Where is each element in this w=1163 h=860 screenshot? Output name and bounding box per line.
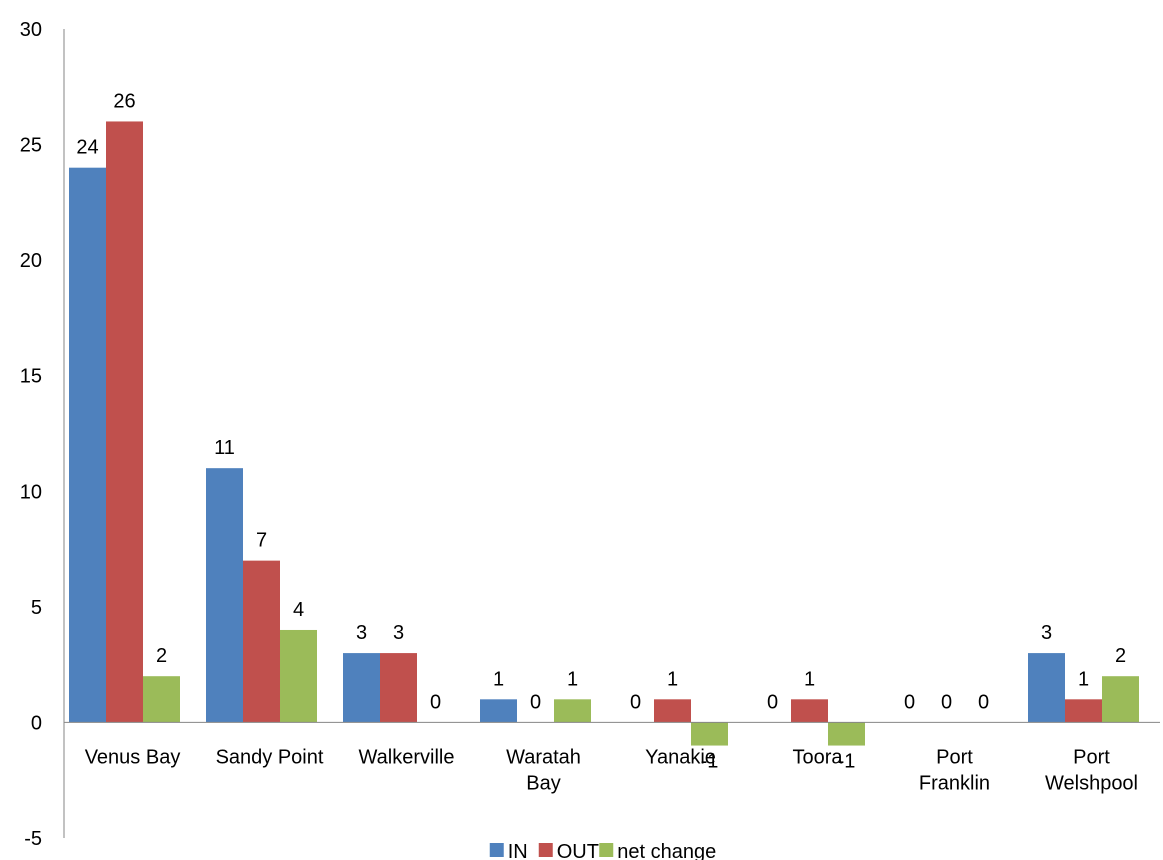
y-tick-label: 15 [20, 366, 42, 388]
bar-net-change [1102, 676, 1139, 723]
bar-net-change [554, 699, 591, 723]
legend-label: IN [508, 841, 528, 860]
y-axis-ticks: 30 25 20 15 10 5 0 -5 [20, 19, 42, 850]
legend-swatch [538, 843, 553, 857]
data-label: 7 [256, 530, 267, 552]
legend: IN OUT net change [489, 841, 716, 860]
x-category-label: Port [1073, 746, 1110, 768]
y-tick-label: 10 [20, 481, 42, 503]
data-label: -1 [701, 751, 719, 773]
y-tick-label: 0 [31, 712, 42, 734]
legend-swatch [489, 843, 504, 857]
y-tick-label: -5 [24, 828, 42, 850]
legend-label: OUT [557, 841, 599, 860]
x-category-label: Venus Bay [85, 746, 181, 768]
bar-net-change [691, 722, 728, 746]
x-category-label: Port [936, 746, 973, 768]
data-label: 1 [567, 668, 578, 690]
data-label: 2 [156, 645, 167, 667]
bar-out [106, 121, 143, 723]
data-label: 0 [430, 691, 441, 713]
data-label: 1 [667, 668, 678, 690]
data-label: 0 [941, 691, 952, 713]
data-label: 3 [1041, 622, 1052, 644]
y-tick-label: 25 [20, 135, 42, 157]
bar-net-change [828, 722, 865, 746]
data-label: 1 [493, 668, 504, 690]
data-label: 24 [76, 137, 98, 159]
bar-in [480, 699, 517, 723]
x-category-label: Yanakie [645, 746, 716, 768]
x-category-label: Walkerville [359, 746, 455, 768]
bar-in [69, 167, 106, 723]
x-category-label: Franklin [919, 772, 990, 794]
bar-out [1065, 699, 1102, 723]
data-label: 2 [1115, 645, 1126, 667]
data-label: 1 [1078, 668, 1089, 690]
data-label: 11 [214, 437, 235, 459]
y-tick-label: 5 [31, 597, 42, 619]
category-labels: Venus Bay Sandy Point Walkerville Waratah Ba… [85, 746, 1138, 794]
data-label: -1 [838, 751, 856, 773]
bar-in [343, 653, 380, 723]
bar-net-change [143, 676, 180, 723]
bar-out [243, 560, 280, 723]
data-label: 3 [356, 622, 367, 644]
y-tick-label: 30 [20, 19, 42, 41]
y-tick-label: 20 [20, 250, 42, 272]
data-label: 26 [113, 90, 135, 112]
bar-out [380, 653, 417, 723]
bar-net-change [280, 629, 317, 723]
bar-out [791, 699, 828, 723]
x-category-label: Bay [526, 772, 560, 794]
data-label: 1 [804, 668, 815, 690]
legend-swatch [599, 843, 614, 857]
data-label: 0 [904, 691, 915, 713]
x-category-label: Waratah [506, 746, 581, 768]
bar-in [206, 468, 243, 723]
x-category-label: Toora [792, 746, 843, 768]
x-category-label: Welshpool [1045, 772, 1138, 794]
legend-label: net change [617, 841, 716, 860]
data-label: 0 [978, 691, 989, 713]
data-label: 3 [393, 622, 404, 644]
bar-out [654, 699, 691, 723]
data-label: 0 [530, 691, 541, 713]
bars [69, 121, 1139, 746]
data-label: 0 [767, 691, 778, 713]
x-category-label: Sandy Point [216, 746, 324, 768]
data-label: 0 [630, 691, 641, 713]
bar-in [1028, 653, 1065, 723]
data-label: 4 [293, 599, 304, 621]
